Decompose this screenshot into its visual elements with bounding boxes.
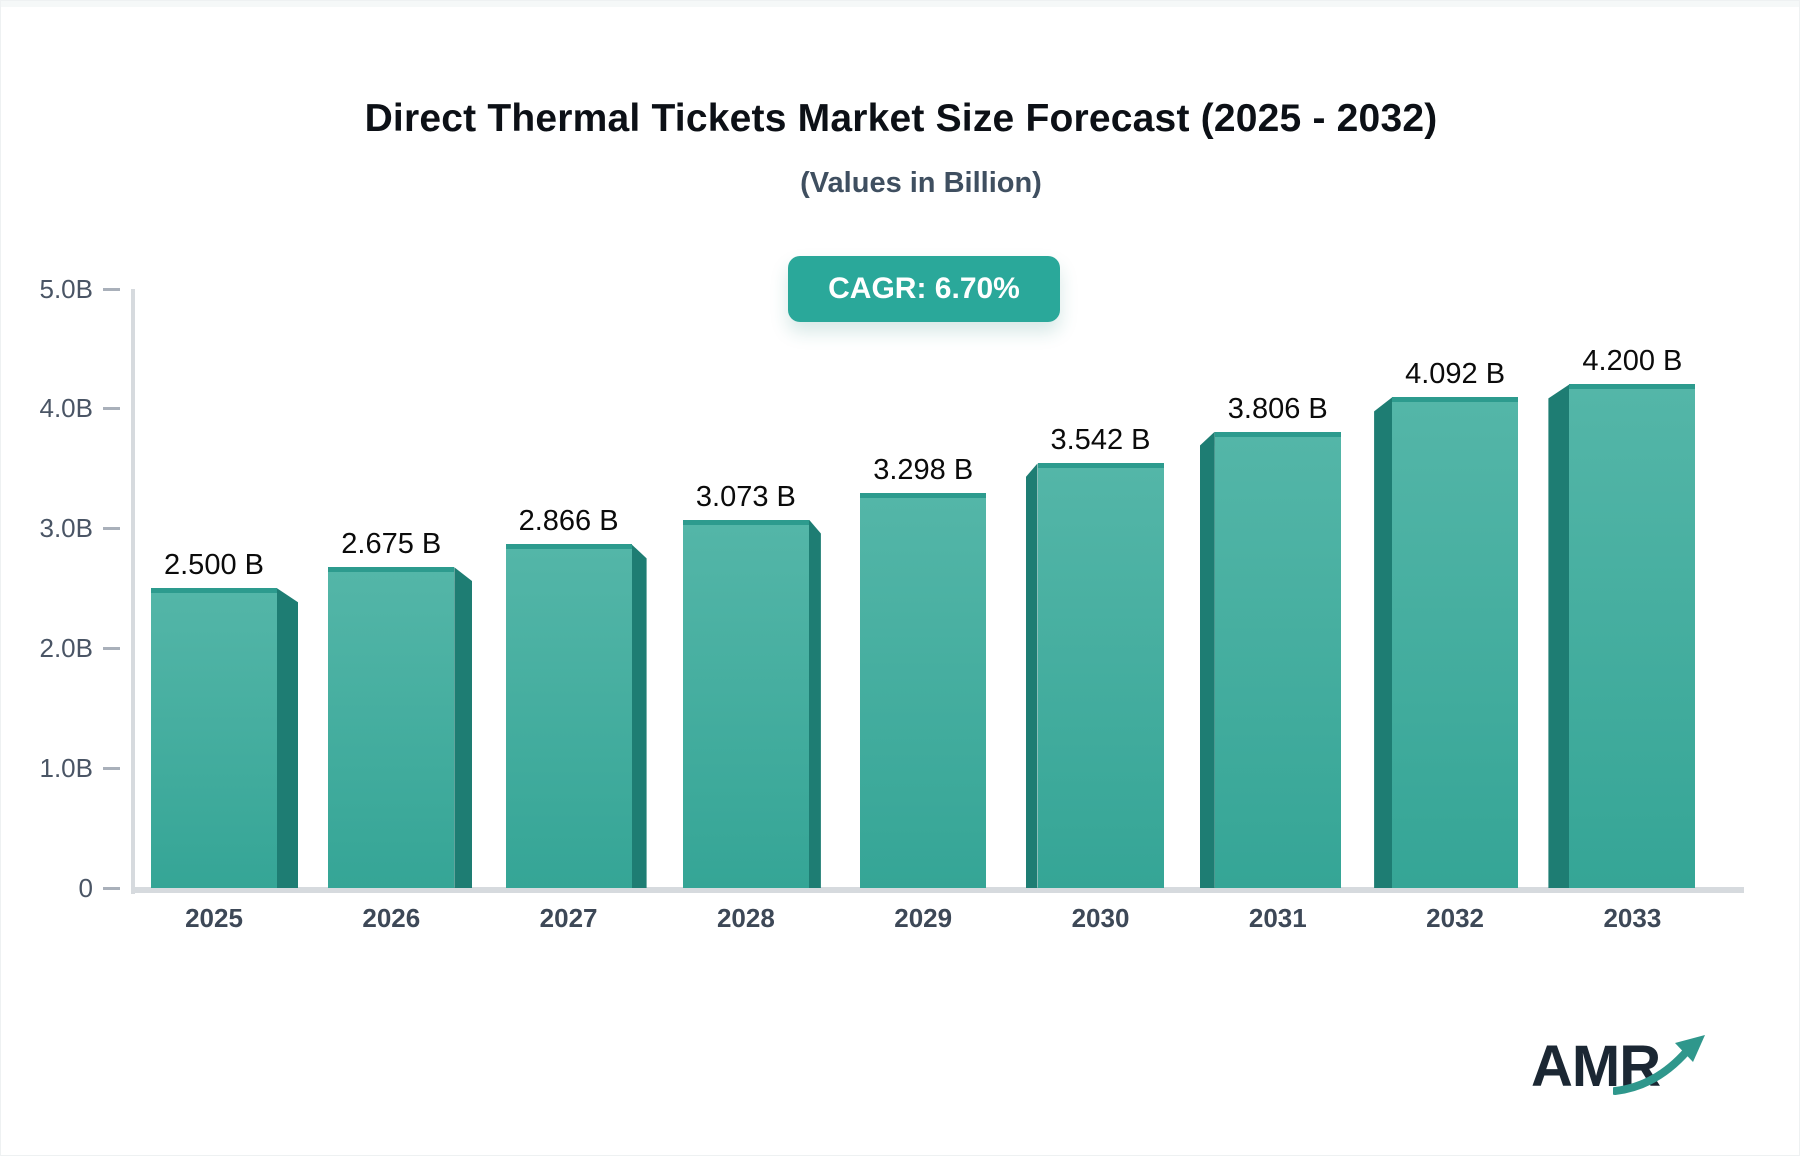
bar-value-label: 3.806 B (1227, 392, 1328, 425)
bar-cap (151, 588, 277, 594)
bar-value-label: 2.500 B (164, 549, 264, 582)
bar-face (682, 519, 809, 888)
y-tick-dash (103, 287, 120, 291)
cagr-badge: CAGR: 6.70% (788, 256, 1060, 322)
bar-face (328, 567, 455, 888)
y-tick-dash (103, 527, 120, 531)
bar-side (454, 567, 473, 888)
y-tick-dash (103, 887, 120, 890)
x-tick-label: 2030 (1071, 903, 1130, 933)
bar-face (1569, 384, 1696, 888)
growth-arrow-icon (1613, 1035, 1705, 1095)
bar-value-label: 3.298 B (873, 453, 974, 486)
y-tick-label: 3.0B (39, 513, 94, 544)
chart-title: Direct Thermal Tickets Market Size Forec… (364, 97, 1438, 140)
bar-cap (505, 544, 632, 550)
bar-value-label: 2.675 B (341, 528, 442, 561)
bar-side (631, 544, 647, 888)
x-axis-line (131, 887, 1744, 893)
bar-side (1199, 431, 1215, 888)
bar-cap (328, 567, 455, 573)
bar-value-label: 4.092 B (1405, 358, 1506, 391)
x-tick-label: 2033 (1603, 903, 1662, 933)
x-tick-label: 2027 (539, 903, 598, 933)
x-tick-label: 2029 (894, 903, 953, 933)
bar-cap (1569, 384, 1696, 390)
bar-face (860, 492, 987, 888)
bar-cap (1037, 463, 1164, 469)
x-tick-label: 2028 (716, 903, 775, 933)
x-tick-label: 2025 (185, 903, 243, 933)
y-tick-label: 1.0B (39, 753, 94, 784)
y-tick-label: 0 (78, 873, 93, 903)
y-tick-label: 4.0B (39, 393, 94, 424)
bar-face (1037, 463, 1164, 888)
bar-face (505, 544, 632, 888)
bar-value-label: 3.542 B (1050, 424, 1151, 457)
cagr-badge-label: CAGR: 6.70% (828, 272, 1020, 305)
chart-subtitle: (Values in Billion) (800, 167, 1042, 199)
bar-side (1374, 397, 1393, 888)
bar-face (151, 588, 277, 888)
bar-value-label: 2.866 B (518, 505, 619, 538)
bar-cap (860, 492, 987, 498)
y-tick-dash (103, 647, 120, 651)
page-top-strip (1, 1, 1799, 7)
bar-side (1548, 384, 1570, 888)
bar-cap (1214, 431, 1341, 437)
y-tick-dash (103, 407, 120, 411)
bar-side (808, 519, 821, 888)
y-tick-label: 2.0B (39, 633, 94, 664)
bar-value-label: 4.200 B (1582, 345, 1683, 378)
bar-face (1392, 397, 1519, 888)
amr-logo: AMR (1531, 1035, 1731, 1125)
x-tick-label: 2026 (362, 903, 421, 933)
y-tick-dash (103, 767, 120, 771)
bar-side (1025, 463, 1038, 888)
bar-face (1214, 431, 1341, 888)
y-tick-label: 5.0B (39, 273, 94, 304)
bar-side (277, 588, 298, 888)
x-tick-label: 2032 (1426, 903, 1485, 933)
y-axis-line (131, 289, 135, 894)
bar-cap (682, 519, 809, 525)
bar-cap (1392, 397, 1519, 403)
x-tick-label: 2031 (1248, 903, 1307, 933)
bar-value-label: 3.073 B (695, 480, 796, 513)
